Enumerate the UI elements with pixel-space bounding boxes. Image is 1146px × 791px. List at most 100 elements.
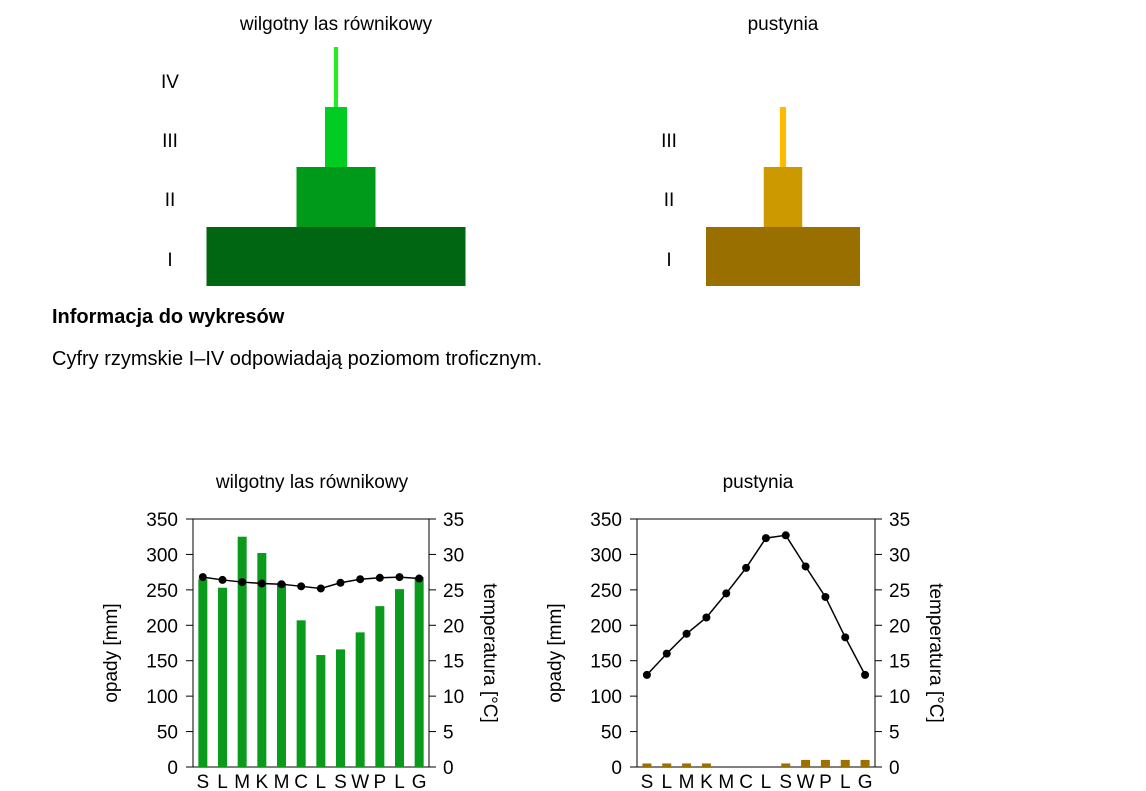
y2-tick-label: 35 [889, 510, 910, 531]
y-tick-label: 0 [611, 758, 622, 779]
temperature-point [761, 534, 770, 543]
y-tick-label: 150 [146, 652, 178, 673]
x-tick-label: C [294, 772, 308, 791]
climate-chart-2: pustynia 0 50 100 150 200 250 300 350 0 5 10 15 20 25 3… [545, 472, 946, 791]
x-tick-label: P [373, 772, 386, 791]
y2-tick-label: 35 [443, 510, 464, 531]
x-tick-label: L [761, 772, 772, 791]
y2-tick-label: 25 [889, 581, 910, 602]
y-tick-label: 200 [590, 616, 622, 637]
precipitation-bar [820, 759, 830, 767]
precipitation-bar [218, 587, 227, 767]
y-axis-label: opady [mm] [545, 603, 566, 702]
precipitation-bar [395, 589, 404, 767]
temperature-point [395, 573, 404, 582]
x-tick-label: G [858, 772, 873, 791]
y-tick-label: 50 [601, 723, 622, 744]
y-tick-label: 350 [146, 510, 178, 531]
precipitation-bar [682, 763, 692, 767]
y2-tick-label: 0 [889, 758, 900, 779]
y2-axis-label: temperatura [°C] [925, 583, 946, 723]
precipitation-bar [414, 577, 424, 767]
precipitation-bar [801, 759, 811, 767]
temperature-point [861, 670, 870, 679]
temperature-point [662, 649, 671, 658]
pyramid-title: pustynia [748, 14, 819, 35]
temperature-point [722, 589, 731, 598]
trophic-level-I-bar [706, 227, 860, 286]
y-tick-label: 100 [146, 687, 178, 708]
x-tick-label: C [739, 772, 753, 791]
temperature-point [336, 578, 345, 587]
chart-title: pustynia [723, 472, 794, 493]
y-tick-label: 200 [146, 616, 178, 637]
y2-tick-label: 20 [443, 616, 464, 637]
y2-tick-label: 10 [889, 687, 910, 708]
y2-axis-label: temperatura [°C] [479, 583, 500, 723]
y2-tick-label: 25 [443, 581, 464, 602]
pyramid-title: wilgotny las równikowy [239, 14, 433, 35]
y-tick-label: 250 [590, 581, 622, 602]
y2-tick-label: 10 [443, 687, 464, 708]
temperature-point [781, 531, 790, 540]
precipitation-bar [860, 759, 870, 767]
trophic-level-label: IV [161, 72, 179, 93]
trophic-level-III-bar [779, 107, 787, 167]
x-tick-label: P [819, 772, 832, 791]
y2-tick-label: 0 [443, 758, 454, 779]
temperature-point [297, 582, 306, 591]
y-tick-label: 250 [146, 581, 178, 602]
x-tick-label: S [641, 772, 654, 791]
trophic-level-label: II [165, 190, 176, 211]
x-tick-label: S [779, 772, 792, 791]
temperature-point [642, 670, 651, 679]
temperature-point [316, 584, 325, 593]
precipitation-bar [701, 763, 711, 767]
temperature-point [821, 592, 830, 601]
temperature-point [682, 629, 691, 638]
trophic-level-III-bar [324, 107, 348, 167]
x-tick-label: M [679, 772, 695, 791]
y-tick-label: 300 [590, 545, 622, 566]
temperature-point [218, 575, 227, 584]
trophic-level-label: I [167, 250, 172, 271]
x-tick-label: K [700, 772, 713, 791]
x-tick-label: K [255, 772, 268, 791]
trophic-level-label: III [162, 131, 178, 152]
x-tick-label: M [718, 772, 734, 791]
y2-tick-label: 30 [889, 545, 910, 566]
y2-tick-label: 5 [443, 723, 454, 744]
y2-tick-label: 30 [443, 545, 464, 566]
y-tick-label: 100 [590, 687, 622, 708]
trophic-level-label: III [661, 131, 677, 152]
temperature-line [202, 576, 420, 590]
trophic-level-II-bar [763, 167, 803, 227]
temperature-point [801, 562, 810, 571]
precipitation-bar [375, 606, 385, 767]
x-tick-label: M [234, 772, 250, 791]
trophic-level-label: II [664, 190, 675, 211]
info-text: Cyfry rzymskie I–IV odpowiadają poziomom… [52, 348, 543, 370]
trophic-level-IV-bar [333, 47, 339, 107]
temperature-point [841, 633, 850, 642]
x-tick-label: L [661, 772, 672, 791]
precipitation-bar [296, 620, 306, 767]
x-tick-label: S [196, 772, 209, 791]
x-tick-label: M [274, 772, 290, 791]
temperature-point [257, 579, 266, 588]
y2-tick-label: 5 [889, 723, 900, 744]
precipitation-bar [840, 759, 850, 767]
precipitation-bar [316, 655, 326, 767]
x-tick-label: W [351, 772, 369, 791]
temperature-point [356, 575, 365, 584]
y-tick-label: 0 [167, 758, 178, 779]
x-tick-label: L [217, 772, 228, 791]
info-title: Informacja do wykresów [52, 306, 285, 328]
trophic-level-label: I [666, 250, 671, 271]
precipitation-bar [642, 763, 652, 767]
temperature-point [375, 573, 384, 582]
y2-tick-label: 15 [889, 652, 910, 673]
